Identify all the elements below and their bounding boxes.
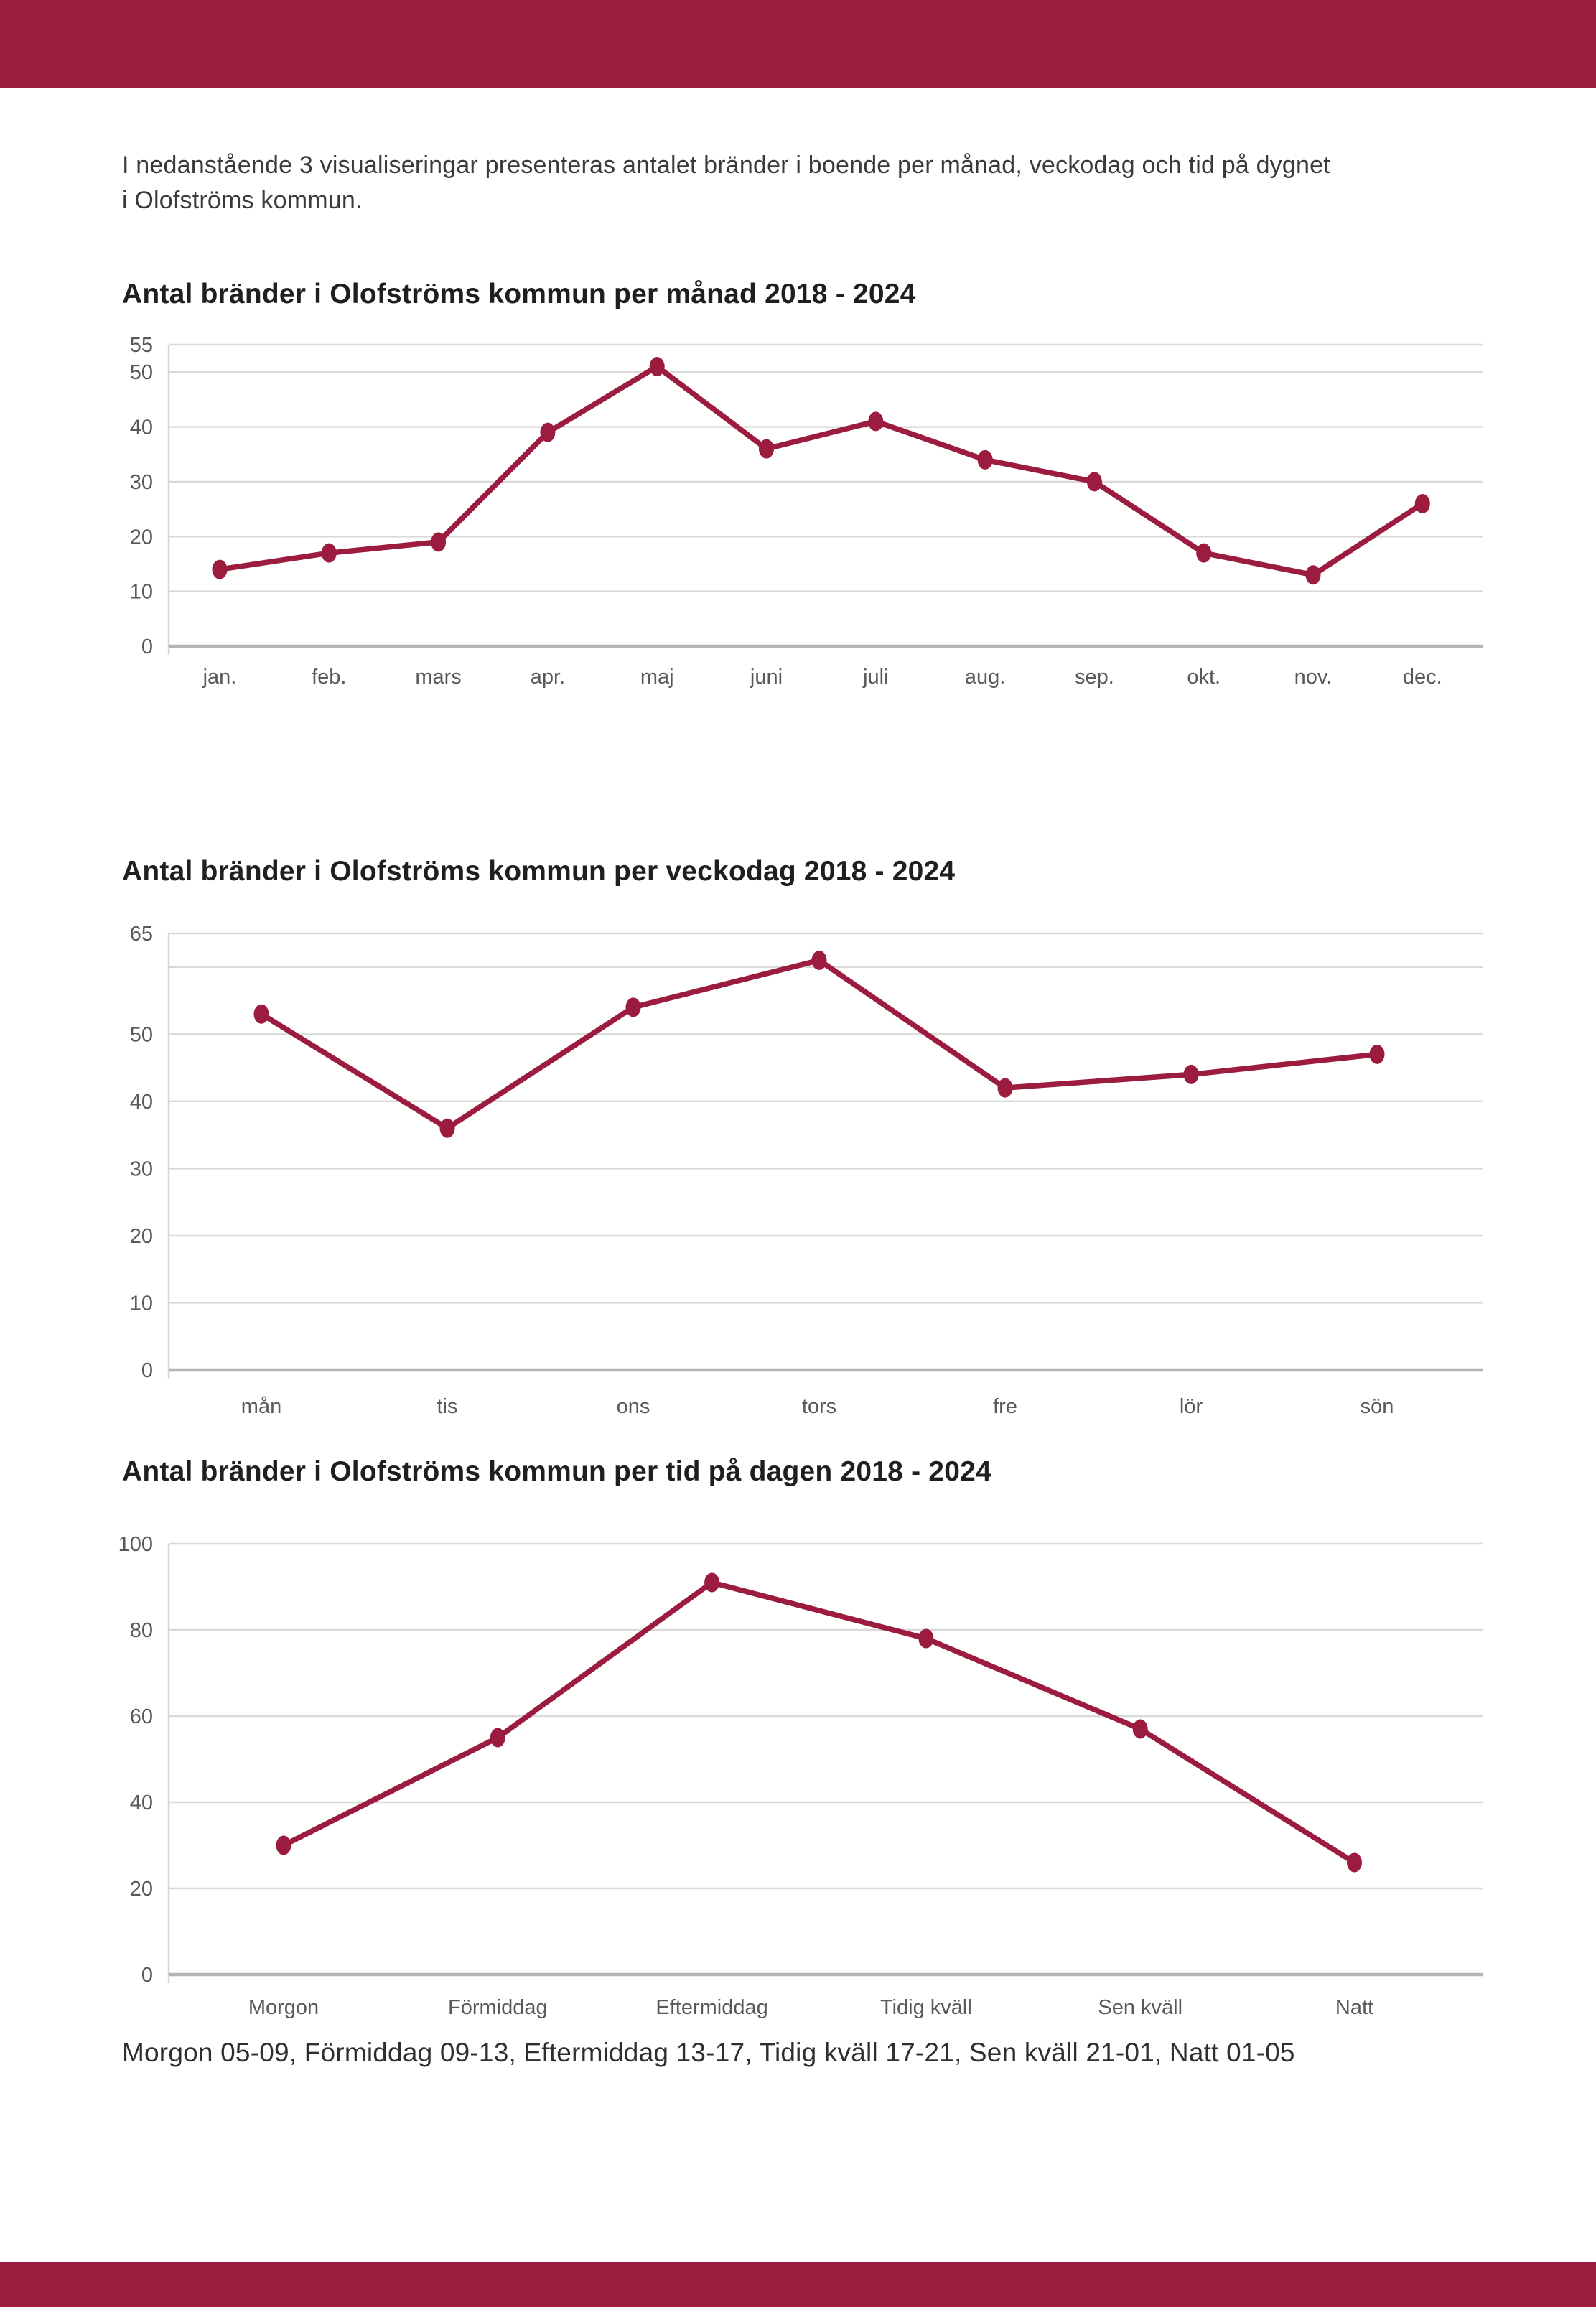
chart-title-per-month: Antal bränder i Olofströms kommun per må…: [122, 279, 916, 309]
y-tick-label: 10: [130, 1292, 153, 1315]
data-point-marker: [1183, 1064, 1199, 1084]
x-tick-label: lör: [1180, 1395, 1203, 1418]
y-tick-label: 20: [130, 526, 153, 549]
data-line: [217, 363, 1426, 578]
header-bar: [0, 0, 1596, 88]
data-point-marker: [1369, 1044, 1385, 1064]
data-point-marker: [321, 543, 337, 563]
x-tick-label: apr.: [531, 666, 565, 689]
y-tick-label: 40: [130, 1091, 153, 1114]
x-tick-label: sön: [1361, 1395, 1394, 1418]
x-tick-label: Morgon: [248, 1996, 319, 2019]
y-tick-label: 50: [130, 361, 153, 384]
y-tick-label: 60: [130, 1705, 153, 1728]
x-tick-label: maj: [640, 666, 674, 689]
x-tick-label: mån: [241, 1395, 281, 1418]
x-tick-label: tors: [802, 1395, 836, 1418]
x-tick-label: mars: [415, 666, 461, 689]
x-tick-label: Natt: [1335, 1996, 1373, 2019]
y-tick-label: 40: [130, 1791, 153, 1814]
y-tick-label: 65: [130, 923, 153, 946]
data-point-marker: [212, 559, 228, 579]
y-tick-label: 0: [141, 1964, 153, 1987]
y-tick-label: 55: [130, 334, 153, 357]
x-tick-label: jan.: [202, 666, 237, 689]
data-point-marker: [1347, 1852, 1362, 1873]
x-tick-label: Sen kväll: [1098, 1996, 1182, 2019]
line-chart-per-month: 0 10 20 30 40 50 55 jan. feb. mars apr. maj juni juli…: [130, 334, 1483, 689]
y-tick-label: 80: [130, 1619, 153, 1642]
y-tick-label: 100: [118, 1533, 153, 1556]
data-point-marker: [997, 1078, 1013, 1098]
x-tick-label: ons: [617, 1395, 650, 1418]
time-interval-caption: Morgon 05-09, Förmiddag 09-13, Eftermidd…: [122, 2038, 1295, 2067]
y-tick-label: 40: [130, 416, 153, 439]
data-point-marker: [540, 422, 556, 442]
y-tick-label: 0: [141, 1359, 153, 1382]
x-tick-label: Tidig kväll: [880, 1996, 972, 2019]
data-point-marker: [868, 411, 884, 432]
intro-line-1: I nedanstående 3 visualiseringar present…: [122, 152, 1330, 179]
data-point-marker: [811, 950, 827, 970]
data-line: [258, 957, 1380, 1132]
data-point-marker: [1132, 1719, 1148, 1739]
data-point-marker: [276, 1835, 291, 1855]
y-tick-label: 10: [130, 581, 153, 604]
x-tick-label: feb.: [312, 666, 346, 689]
x-tick-label: juni: [750, 666, 783, 689]
data-point-marker: [1196, 543, 1212, 563]
x-tick-label: aug.: [965, 666, 1005, 689]
data-point-marker: [918, 1628, 934, 1649]
x-tick-label: Eftermiddag: [655, 1996, 767, 2019]
footer-bar: [0, 2262, 1596, 2307]
data-point-marker: [431, 532, 447, 552]
data-point-marker: [1305, 565, 1321, 585]
x-tick-label: fre: [993, 1395, 1017, 1418]
data-point-marker: [439, 1118, 455, 1138]
intro-text: I nedanstående 3 visualiseringar present…: [122, 148, 1486, 218]
x-tick-label: nov.: [1294, 666, 1333, 689]
data-point-marker: [625, 997, 641, 1017]
data-point-marker: [253, 1004, 269, 1024]
x-tick-label: Förmiddag: [448, 1996, 548, 2019]
y-tick-label: 30: [130, 471, 153, 494]
y-tick-label: 30: [130, 1157, 153, 1180]
x-tick-label: tis: [437, 1395, 458, 1418]
x-tick-label: sep.: [1075, 666, 1114, 689]
data-point-marker: [704, 1572, 720, 1593]
line-chart-per-weekday: 0 10 20 30 40 50 65 mån tis ons tors fre lör sön: [130, 923, 1483, 1418]
data-point-marker: [1414, 493, 1430, 513]
y-tick-label: 20: [130, 1225, 153, 1248]
data-point-marker: [977, 449, 993, 470]
data-point-marker: [490, 1728, 505, 1748]
data-point-marker: [649, 357, 665, 377]
chart-title-per-time-of-day: Antal bränder i Olofströms kommun per ti…: [122, 1456, 991, 1487]
data-point-marker: [759, 439, 774, 459]
x-tick-label: okt.: [1187, 666, 1221, 689]
y-tick-label: 50: [130, 1023, 153, 1046]
intro-line-2: i Olofströms kommun.: [122, 187, 363, 214]
x-tick-label: juli: [862, 666, 888, 689]
data-line: [281, 1580, 1358, 1865]
line-chart-per-time-of-day: 0 20 40 60 80 100 Morgon Förmiddag Eftermiddag Ti…: [118, 1533, 1483, 2019]
data-point-marker: [1086, 472, 1102, 492]
x-tick-label: dec.: [1403, 666, 1442, 689]
chart-title-per-weekday: Antal bränder i Olofströms kommun per ve…: [122, 856, 956, 887]
y-tick-label: 0: [141, 635, 153, 658]
y-tick-label: 20: [130, 1878, 153, 1901]
